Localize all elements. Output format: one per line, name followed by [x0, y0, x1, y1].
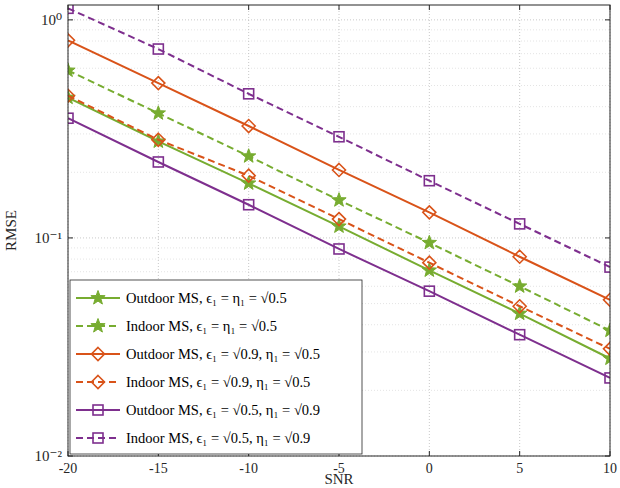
series-marker: [152, 77, 165, 90]
series-marker: [423, 206, 436, 219]
series-marker: [242, 120, 255, 133]
y-tick: [605, 456, 610, 457]
series-marker: [68, 63, 75, 77]
minor-grid-line: [68, 106, 610, 107]
x-tick: [68, 5, 69, 10]
legend-label: Outdoor MS, ϵ₁ = √0.5, η₁ = √0.9: [126, 402, 320, 418]
series-marker: [242, 149, 256, 163]
series-marker: [513, 279, 527, 293]
x-tick: [429, 451, 430, 456]
chart: -20-15-10-5051010⁻²10⁻¹10⁰SNRRMSEOutdoor…: [0, 0, 620, 488]
series-marker: [333, 163, 346, 176]
minor-grid-line: [68, 172, 610, 173]
legend-label: Outdoor MS, ϵ₁ = η₁ = √0.5: [126, 290, 287, 306]
x-tick: [248, 5, 249, 10]
x-tick: [610, 5, 611, 10]
axes-frame: [68, 5, 610, 456]
y-axis-label: RMSE: [3, 210, 19, 251]
legend-label: Indoor MS, ϵ₁ = η₁ = √0.5: [126, 318, 277, 334]
series-line: [68, 40, 610, 300]
y-tick: [68, 19, 73, 20]
series-marker: [334, 132, 344, 142]
legend-line: [76, 409, 120, 411]
x-tick-label: -15: [149, 461, 168, 476]
x-tick-label: 5: [516, 461, 523, 476]
series-marker: [153, 157, 163, 167]
x-tick: [68, 451, 69, 456]
x-axis-label: SNR: [324, 471, 353, 487]
legend-marker: [92, 348, 105, 361]
series-marker: [605, 262, 610, 272]
legend-marker: [93, 405, 103, 415]
legend-line: [76, 353, 120, 355]
x-tick-label: 10: [603, 461, 617, 476]
series-marker: [513, 300, 526, 313]
series-marker: [153, 44, 163, 54]
series-marker: [244, 89, 254, 99]
legend-label: Outdoor MS, ϵ₁ = √0.9, η₁ = √0.5: [126, 346, 320, 362]
legend: Outdoor MS, ϵ₁ = η₁ = √0.5 Indoor MS, ϵ₁ …: [70, 280, 362, 454]
series-marker: [152, 133, 165, 146]
series-marker: [68, 5, 73, 13]
x-tick: [158, 5, 159, 10]
minor-grid-line: [68, 85, 610, 86]
y-tick: [68, 237, 73, 238]
legend-label: Indoor MS, ϵ₁ = √0.9, η₁ = √0.5: [126, 374, 310, 390]
legend-marker: [91, 291, 105, 305]
legend-line: [76, 437, 120, 439]
legend-box: [70, 280, 362, 454]
series-marker: [151, 106, 165, 120]
series-marker: [515, 219, 525, 229]
grid-line: [519, 5, 520, 456]
legend-marker: [93, 433, 103, 443]
y-tick: [68, 456, 73, 457]
grid: [68, 5, 610, 456]
minor-grid-line: [68, 259, 610, 260]
series-marker: [422, 235, 436, 249]
series-marker: [603, 351, 610, 365]
grid-line: [68, 237, 610, 238]
series-marker: [68, 89, 75, 102]
series-marker: [604, 342, 611, 355]
series-marker: [333, 213, 346, 226]
y-tick: [605, 237, 610, 238]
series-marker: [515, 330, 525, 340]
y-tick: [605, 19, 610, 20]
y-tick-label: 10⁻¹: [35, 230, 62, 246]
x-tick: [429, 5, 430, 10]
x-tick: [519, 5, 520, 10]
series-marker: [424, 286, 434, 296]
y-tick-label: 10⁰: [41, 12, 62, 28]
series-marker: [334, 244, 344, 254]
grid-line: [429, 5, 430, 456]
plot-area: [68, 5, 610, 456]
series-marker: [424, 176, 434, 186]
legend-marker: [92, 376, 105, 389]
series-marker: [423, 256, 436, 269]
legend-marker: [91, 319, 105, 333]
series-marker: [68, 34, 75, 47]
legend-line: [76, 381, 120, 383]
series-marker: [244, 200, 254, 210]
legend-label: Indoor MS, ϵ₁ = √0.5, η₁ = √0.9: [126, 430, 310, 446]
series-marker: [513, 250, 526, 263]
y-tick-label: 10⁻²: [35, 448, 63, 464]
x-tick: [610, 451, 611, 456]
x-tick: [519, 451, 520, 456]
series-line: [68, 8, 610, 267]
series-marker: [604, 293, 611, 306]
x-tick: [339, 5, 340, 10]
series-marker: [603, 323, 610, 337]
series-marker: [605, 373, 610, 383]
series-marker: [242, 169, 255, 182]
series-marker: [68, 113, 73, 123]
x-tick-label: -10: [239, 461, 258, 476]
x-tick-label: 0: [426, 461, 433, 476]
series-marker: [332, 193, 346, 207]
axes: -20-15-10-5051010⁻²10⁻¹10⁰: [35, 5, 617, 476]
